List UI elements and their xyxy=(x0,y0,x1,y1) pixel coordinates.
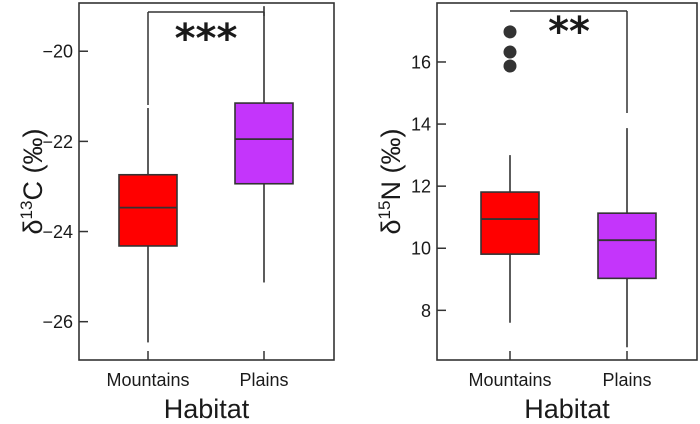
y-axis-title-superscript: 13 xyxy=(17,201,36,220)
y-axis-title-unit: N (‰) xyxy=(376,129,406,201)
plot-frame xyxy=(436,2,698,361)
y-axis-title-symbol: δ xyxy=(376,219,406,234)
x-axis-title: Habitat xyxy=(164,394,250,424)
y-tick-label: 10 xyxy=(411,239,431,259)
boxplot-panel-2: 8 10 12 14 16 Mountains Plains Habitat δ15N (‰) *… xyxy=(375,2,698,424)
boxplot-panel-1: −20 −22 −24 −26 Mountains Plains Habitat δ13C (… xyxy=(17,2,335,424)
significance-label: ** xyxy=(548,9,590,55)
plot-frame xyxy=(78,2,335,361)
x-tick-label: Mountains xyxy=(106,370,189,390)
y-tick-label: 8 xyxy=(421,301,431,321)
y-tick-label: −24 xyxy=(42,222,73,242)
y-tick-label: 14 xyxy=(411,115,431,135)
x-axis-title: Habitat xyxy=(524,394,610,424)
box-plains xyxy=(234,6,294,283)
iqr-box xyxy=(118,173,178,247)
box-plains xyxy=(597,128,657,348)
x-tick-label: Plains xyxy=(602,370,651,390)
x-tick-label: Plains xyxy=(239,370,288,390)
y-axis-title: δ13C (‰) xyxy=(17,129,48,235)
significance-label: *** xyxy=(175,16,238,62)
iqr-box xyxy=(597,212,657,280)
box-mountains xyxy=(118,108,178,343)
y-axis-title: δ15N (‰) xyxy=(375,129,406,235)
y-axis-title-unit: C (‰) xyxy=(18,129,48,201)
x-tick-label: Mountains xyxy=(468,370,551,390)
outlier-point xyxy=(503,25,517,39)
box-mountains xyxy=(480,25,540,323)
y-tick-label: 16 xyxy=(411,52,431,72)
y-tick-label: −20 xyxy=(42,42,73,62)
outlier-point xyxy=(503,45,517,59)
iqr-box xyxy=(234,102,294,185)
y-tick-label: 12 xyxy=(411,177,431,197)
y-axis-title-superscript: 15 xyxy=(375,201,394,220)
y-tick-label: −22 xyxy=(42,132,73,152)
y-tick-label: −26 xyxy=(42,312,73,332)
iqr-box xyxy=(480,191,540,255)
outlier-point xyxy=(503,59,517,73)
y-axis-title-symbol: δ xyxy=(18,219,48,234)
